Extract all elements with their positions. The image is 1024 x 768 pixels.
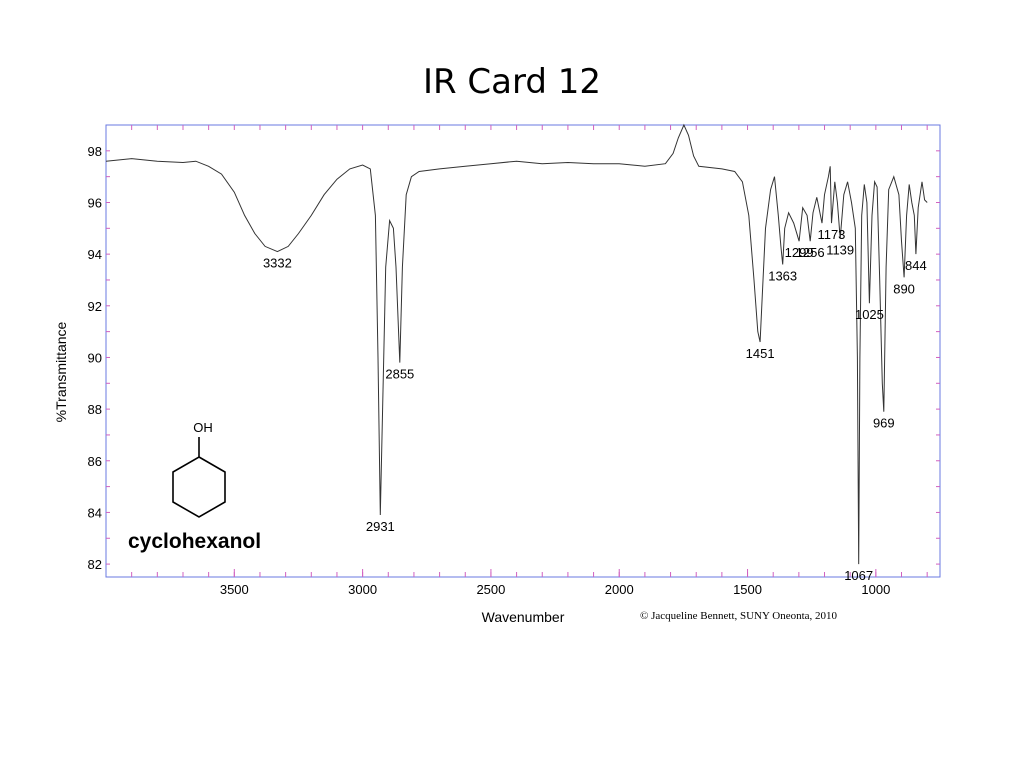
peak-label: 1067 [844,568,873,583]
peak-label: 2931 [366,519,395,534]
peak-label: 969 [873,416,895,431]
y-tick-label: 84 [88,505,102,520]
peak-label: 1025 [855,307,884,322]
peak-label: 3332 [263,256,292,271]
x-tick-label: 1000 [861,582,890,597]
peak-label: 1139 [826,243,854,258]
y-tick-label: 82 [88,557,102,572]
hydroxyl-label: OH [193,420,213,435]
peak-label: 1173 [817,227,845,242]
slide-title: IR Card 12 [422,62,602,102]
y-tick-label: 92 [88,299,102,314]
y-tick-label: 88 [88,402,102,417]
x-tick-label: 1500 [733,582,762,597]
x-tick-labels: 3500 3000 2500 2000 1500 1000 [220,582,890,597]
x-axis-label: Wavenumber [482,609,565,625]
x-tick-label: 3000 [348,582,377,597]
molecule-name: cyclohexanol [128,530,261,553]
y-tick-label: 98 [88,144,102,159]
x-tick-label: 2500 [476,582,505,597]
peak-label: 1256 [796,245,825,260]
cyclohexanol-structure-icon [172,437,226,518]
copyright-credit: © Jacqueline Bennett, SUNY Oneonta, 2010 [640,610,838,622]
peak-label: 890 [893,281,915,296]
y-tick-labels: 82 84 86 88 90 92 94 96 98 [88,144,102,572]
y-axis-label: %Transmittance [53,321,69,422]
x-tick-label: 2000 [605,582,634,597]
peak-label: 2855 [385,367,414,382]
axis-ticks [106,125,940,577]
peak-label: 1299 [785,245,814,260]
x-tick-label: 3500 [220,582,249,597]
plot-frame [105,124,941,578]
y-tick-label: 94 [88,247,102,262]
y-tick-label: 96 [88,195,102,210]
y-tick-label: 86 [88,454,102,469]
peak-label: 1451 [746,346,775,361]
y-tick-label: 90 [88,350,102,365]
peak-label: 844 [905,258,927,273]
spectrum-trace [105,123,928,565]
peak-label: 1363 [768,268,797,283]
